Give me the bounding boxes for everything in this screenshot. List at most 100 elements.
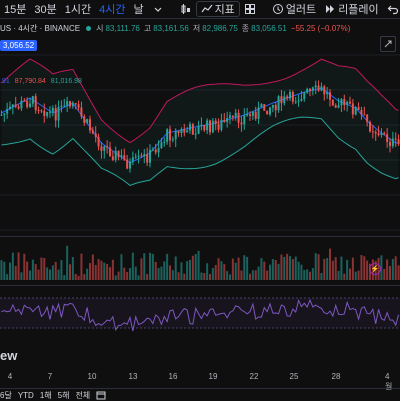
volume-bar — [240, 270, 243, 280]
candle-body — [200, 124, 203, 126]
volume-bar — [331, 260, 334, 280]
replay-button[interactable]: 리플레이 — [320, 1, 382, 17]
candle-body — [254, 111, 257, 119]
range-all[interactable]: 전체 — [75, 390, 91, 400]
volume-bar — [300, 264, 303, 280]
candle-body — [131, 157, 134, 162]
volume-bar — [343, 273, 346, 280]
candle-body — [80, 107, 83, 117]
panel-divider[interactable] — [0, 236, 400, 237]
bollinger-lower-line — [1, 116, 399, 186]
volume-chart[interactable] — [0, 240, 400, 280]
volume-bar — [283, 256, 286, 280]
timeframe-1h[interactable]: 1시간 — [64, 4, 92, 16]
volume-bar — [271, 259, 274, 280]
volume-bar — [231, 258, 234, 280]
candle-body — [126, 159, 129, 169]
time-axis[interactable]: 4 7 10 13 16 19 22 25 28 4월 — [0, 372, 400, 391]
candle-body — [197, 125, 200, 134]
calendar-icon[interactable] — [96, 390, 106, 400]
volume-bar — [389, 265, 391, 280]
chart-settings-button[interactable] — [380, 36, 396, 52]
volume-bar — [43, 258, 46, 280]
range-5y[interactable]: 5해 — [57, 390, 70, 400]
chart-grid — [0, 54, 400, 231]
timeframe-dropdown[interactable] — [148, 3, 168, 15]
volume-bar — [86, 268, 89, 280]
candle-body — [351, 103, 354, 115]
volume-bar — [311, 268, 314, 280]
candle-body — [300, 99, 303, 101]
time-tick: 10 — [87, 372, 97, 381]
bb-upper-value: 87,790.84 — [14, 78, 46, 85]
volume-bar — [40, 257, 43, 280]
indicators-button[interactable]: 지표 — [195, 1, 240, 17]
high-label: 고 — [143, 23, 152, 33]
candle-body — [174, 131, 177, 140]
candle-body — [366, 114, 369, 122]
alert-button[interactable]: 얼러트 — [268, 1, 320, 17]
volume-bar — [60, 260, 63, 280]
volume-bar — [294, 256, 297, 280]
volume-bar — [186, 261, 189, 280]
volume-bar — [351, 257, 354, 280]
undo-button[interactable] — [383, 3, 400, 15]
candle-body — [349, 101, 351, 104]
candle-body — [294, 101, 297, 103]
range-6m[interactable]: 6달 — [0, 390, 12, 400]
timeframe-1d[interactable]: 날 — [133, 4, 144, 16]
rsi-chart[interactable] — [0, 288, 400, 342]
alert-icon — [272, 4, 283, 14]
volume-bar — [289, 256, 291, 280]
volume-bar — [100, 260, 103, 280]
timeframe-30m[interactable]: 30분 — [34, 4, 57, 16]
candle-body — [154, 149, 157, 153]
volume-bar — [314, 253, 317, 280]
candle-body — [51, 108, 54, 112]
time-tick: 19 — [208, 372, 218, 381]
candle-body — [71, 102, 74, 107]
bb-lower-value: 81,016.98 — [50, 78, 82, 85]
candle-body — [63, 105, 66, 107]
candle-body — [160, 142, 163, 148]
volume-bar — [249, 273, 251, 280]
panel-divider[interactable] — [0, 285, 400, 286]
range-1y[interactable]: 1해 — [39, 390, 52, 400]
candle-body — [377, 133, 380, 136]
candle-body — [100, 146, 103, 151]
volume-bar — [143, 253, 146, 280]
timeframe-15m[interactable]: 15분 — [4, 4, 27, 16]
candle-body — [369, 121, 371, 132]
volume-bar — [246, 256, 249, 280]
volume-bar — [257, 266, 260, 280]
candle-body — [191, 124, 194, 135]
volume-bar — [177, 272, 180, 280]
volume-bar — [117, 271, 120, 280]
symbol-title[interactable]: US · 4시간 · BINANCE — [0, 23, 81, 33]
market-status-dot — [86, 25, 92, 31]
price-chart[interactable] — [0, 35, 400, 231]
volume-bar — [360, 255, 363, 280]
candle-body — [109, 147, 111, 157]
candle-body — [223, 119, 226, 123]
timeframe-4h[interactable]: 4시간 — [99, 4, 126, 16]
volume-bar — [323, 258, 326, 280]
volume-bar — [366, 260, 369, 280]
candle-body — [163, 141, 166, 143]
candle-body — [129, 161, 131, 169]
candle-body — [274, 104, 277, 111]
candle-body — [280, 96, 283, 104]
volume-bar — [317, 254, 320, 280]
layout-button[interactable] — [240, 3, 260, 15]
volume-bar — [126, 272, 129, 280]
lightning-icon[interactable]: ⚡ — [369, 263, 381, 275]
volume-bar — [340, 256, 343, 280]
volume-bar — [234, 262, 237, 280]
candle-body — [286, 96, 289, 99]
layout-grid-icon — [244, 4, 255, 14]
candle-body — [49, 111, 51, 113]
range-ytd[interactable]: YTD — [17, 390, 34, 400]
candle-body — [397, 139, 400, 144]
candle-body — [20, 100, 23, 109]
chart-type-button[interactable] — [176, 3, 196, 15]
